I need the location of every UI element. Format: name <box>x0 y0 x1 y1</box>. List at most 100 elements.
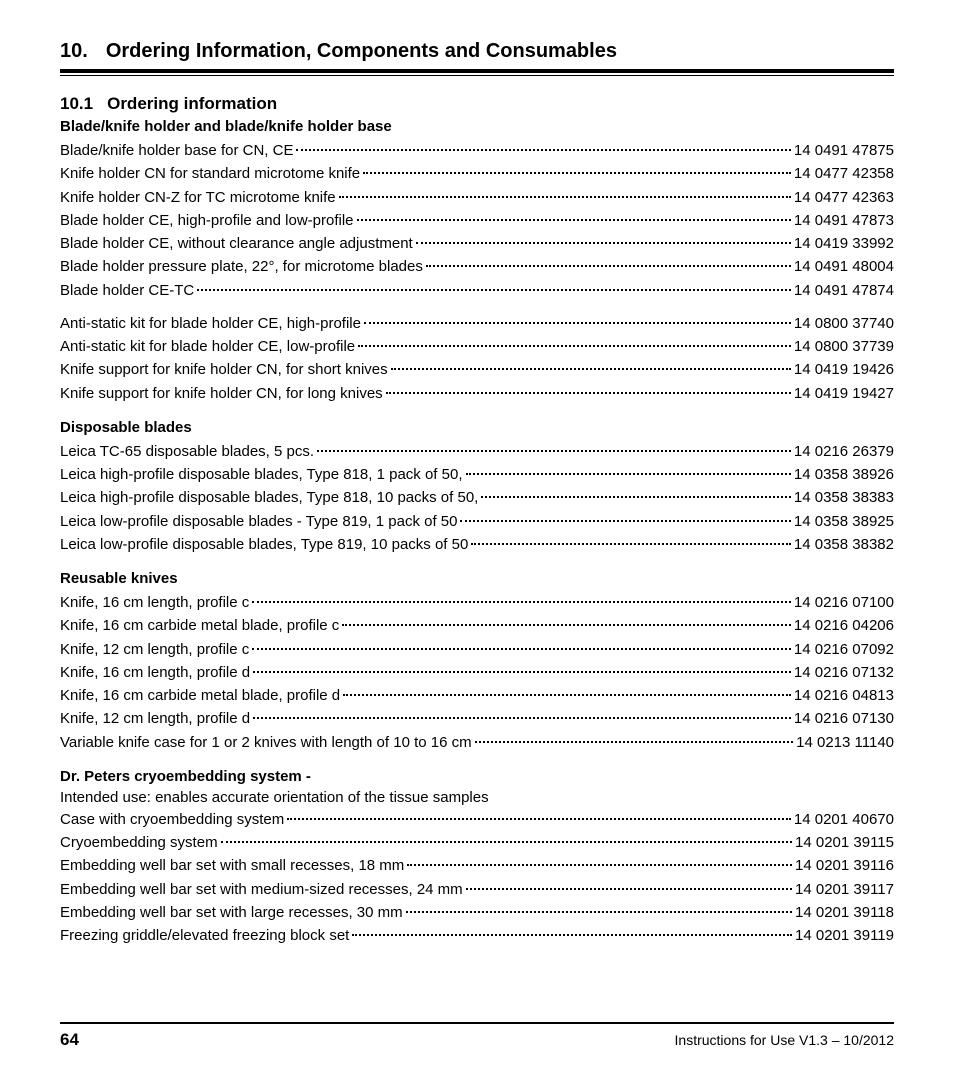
group-heading: Disposable blades <box>60 419 894 436</box>
order-item-part: 14 0491 48004 <box>794 255 894 278</box>
order-item-label: Anti-static kit for blade holder CE, hig… <box>60 312 361 335</box>
order-item: Embedding well bar set with large recess… <box>60 901 894 924</box>
order-item: Embedding well bar set with medium-sized… <box>60 878 894 901</box>
order-item-label: Knife support for knife holder CN, for s… <box>60 358 388 381</box>
group-heading: Dr. Peters cryoembedding system - <box>60 768 894 785</box>
leader-dots <box>471 543 791 545</box>
order-item: Knife, 12 cm length, profile c 14 0216 0… <box>60 638 894 661</box>
group-heading: Blade/knife holder and blade/knife holde… <box>60 118 894 135</box>
group-gap <box>60 556 894 566</box>
order-item-part: 14 0358 38382 <box>794 533 894 556</box>
order-item-part: 14 0491 47874 <box>794 279 894 302</box>
leader-dots <box>364 322 791 324</box>
order-item-part: 14 0216 04206 <box>794 614 894 637</box>
group-gap <box>60 947 894 957</box>
leader-dots <box>317 450 791 452</box>
order-item-part: 14 0419 33992 <box>794 232 894 255</box>
leader-dots <box>358 345 791 347</box>
leader-dots <box>466 888 792 890</box>
order-item-label: Blade holder pressure plate, 22°, for mi… <box>60 255 423 278</box>
order-item-label: Cryoembedding system <box>60 831 218 854</box>
order-item: Knife, 12 cm length, profile d 14 0216 0… <box>60 707 894 730</box>
group-gap <box>60 754 894 764</box>
footer-text: Instructions for Use V1.3 – 10/2012 <box>675 1032 894 1048</box>
order-item-label: Case with cryoembedding system <box>60 808 284 831</box>
order-item-part: 14 0216 07132 <box>794 661 894 684</box>
order-item: Knife, 16 cm length, profile c 14 0216 0… <box>60 591 894 614</box>
order-item-part: 14 0419 19427 <box>794 382 894 405</box>
order-item-label: Knife, 16 cm length, profile c <box>60 591 249 614</box>
group-gap <box>60 405 894 415</box>
order-item-label: Leica high-profile disposable blades, Ty… <box>60 486 478 509</box>
leader-dots <box>252 601 791 603</box>
leader-dots <box>416 242 791 244</box>
leader-dots <box>352 934 792 936</box>
order-item-label: Embedding well bar set with large recess… <box>60 901 403 924</box>
order-item: Blade holder CE, high-profile and low-pr… <box>60 209 894 232</box>
order-item-label: Anti-static kit for blade holder CE, low… <box>60 335 355 358</box>
order-item-part: 14 0419 19426 <box>794 358 894 381</box>
leader-dots <box>460 520 790 522</box>
order-item: Knife holder CN-Z for TC microtome knife… <box>60 186 894 209</box>
order-item-label: Embedding well bar set with small recess… <box>60 854 404 877</box>
order-item-part: 14 0201 39117 <box>795 878 894 901</box>
order-item-label: Embedding well bar set with medium-sized… <box>60 878 463 901</box>
order-item: Leica high-profile disposable blades, Ty… <box>60 463 894 486</box>
section-title: Ordering information <box>107 94 277 114</box>
order-item-part: 14 0213 11140 <box>796 731 894 754</box>
order-item-label: Blade holder CE, without clearance angle… <box>60 232 413 255</box>
header-rule-thick <box>60 69 894 73</box>
section-number: 10.1 <box>60 94 93 114</box>
order-item-part: 14 0358 38925 <box>794 510 894 533</box>
order-item: Blade holder pressure plate, 22°, for mi… <box>60 255 894 278</box>
order-item-part: 14 0216 04813 <box>794 684 894 707</box>
order-item-label: Blade holder CE, high-profile and low-pr… <box>60 209 354 232</box>
order-item-label: Leica low-profile disposable blades, Typ… <box>60 533 468 556</box>
order-item: Knife, 16 cm length, profile d 14 0216 0… <box>60 661 894 684</box>
order-item-part: 14 0358 38926 <box>794 463 894 486</box>
order-item-part: 14 0800 37739 <box>794 335 894 358</box>
order-item-part: 14 0358 38383 <box>794 486 894 509</box>
section-header: 10.1 Ordering information <box>60 94 894 114</box>
leader-dots <box>197 289 791 291</box>
leader-dots <box>407 864 792 866</box>
leader-dots <box>342 624 791 626</box>
order-item-part: 14 0216 07092 <box>794 638 894 661</box>
footer-rule <box>60 1022 894 1024</box>
leader-dots <box>426 265 791 267</box>
leader-dots <box>406 911 792 913</box>
order-item-part: 14 0201 39116 <box>795 854 894 877</box>
order-item-label: Leica low-profile disposable blades - Ty… <box>60 510 457 533</box>
order-item-label: Leica TC-65 disposable blades, 5 pcs. <box>60 440 314 463</box>
order-item-label: Knife support for knife holder CN, for l… <box>60 382 383 405</box>
order-item: Leica low-profile disposable blades, Typ… <box>60 533 894 556</box>
leader-dots <box>253 717 791 719</box>
order-item-label: Variable knife case for 1 or 2 knives wi… <box>60 731 472 754</box>
order-item-part: 14 0201 40670 <box>794 808 894 831</box>
group-intro: Intended use: enables accurate orientati… <box>60 789 894 806</box>
leader-dots <box>287 818 791 820</box>
order-item-label: Blade/knife holder base for CN, CE <box>60 139 293 162</box>
leader-dots <box>252 648 791 650</box>
leader-dots <box>475 741 794 743</box>
order-item: Cryoembedding system 14 0201 39115 <box>60 831 894 854</box>
order-item: Case with cryoembedding system 14 0201 4… <box>60 808 894 831</box>
order-item: Knife support for knife holder CN, for s… <box>60 358 894 381</box>
order-item-part: 14 0477 42358 <box>794 162 894 185</box>
group-heading: Reusable knives <box>60 570 894 587</box>
block-gap <box>60 302 894 312</box>
order-item-label: Knife, 16 cm carbide metal blade, profil… <box>60 684 340 707</box>
ordering-list: Blade/knife holder and blade/knife holde… <box>60 118 894 957</box>
order-item: Knife, 16 cm carbide metal blade, profil… <box>60 684 894 707</box>
order-item: Anti-static kit for blade holder CE, low… <box>60 335 894 358</box>
leader-dots <box>221 841 792 843</box>
order-item-label: Knife, 12 cm length, profile c <box>60 638 249 661</box>
order-item: Embedding well bar set with small recess… <box>60 854 894 877</box>
leader-dots <box>386 392 791 394</box>
order-item-part: 14 0477 42363 <box>794 186 894 209</box>
order-item: Knife, 16 cm carbide metal blade, profil… <box>60 614 894 637</box>
chapter-number: 10. <box>60 40 88 63</box>
order-item-label: Knife, 12 cm length, profile d <box>60 707 250 730</box>
leader-dots <box>466 473 791 475</box>
leader-dots <box>339 196 791 198</box>
